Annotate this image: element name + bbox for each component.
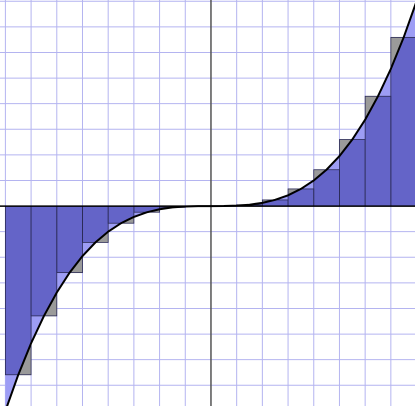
bar xyxy=(390,37,415,207)
bar xyxy=(5,206,32,375)
curve xyxy=(6,2,415,406)
bar xyxy=(365,96,391,207)
bar xyxy=(31,206,57,316)
bar xyxy=(133,206,160,213)
bar xyxy=(262,199,289,207)
